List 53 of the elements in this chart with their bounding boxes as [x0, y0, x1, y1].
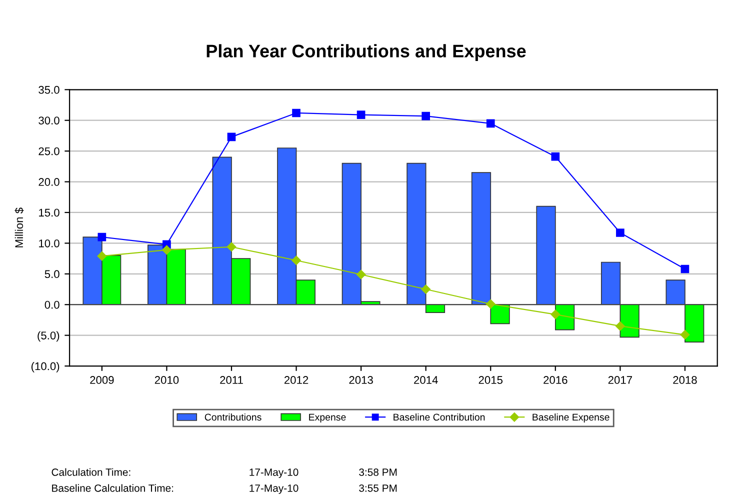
y-tick-label: 10.0: [39, 239, 60, 248]
point: [486, 299, 496, 309]
y-tick-label: (10.0): [31, 362, 60, 372]
y-tick-label: 30.0: [38, 116, 60, 124]
point: [356, 110, 366, 119]
x-tick-label: 2017: [608, 376, 632, 384]
y-tick-label: 15.0: [39, 208, 60, 217]
x-tick-label: 2015: [478, 376, 503, 384]
text: Calculation Time:: [52, 468, 130, 476]
y-tick-label: 5.0: [44, 270, 60, 278]
chart-title: Plan Year Contributions and Expense: [206, 44, 526, 62]
point: [421, 284, 430, 294]
point: [292, 256, 301, 266]
point: [356, 270, 366, 280]
point: [227, 132, 236, 142]
point: [226, 242, 236, 252]
x-tick-label: 2016: [544, 376, 568, 384]
point: [162, 245, 172, 255]
y-axis-title: Million $: [14, 208, 24, 248]
x-tick-label: 2012: [284, 376, 308, 384]
y-tick-label: 25.0: [38, 147, 60, 156]
bar: [471, 172, 492, 306]
x-tick-label: 2009: [90, 376, 114, 384]
point: [422, 112, 430, 120]
point: [680, 330, 690, 340]
text: Baseline Calculation Time:: [52, 484, 174, 492]
x-tick-label: 2014: [414, 376, 438, 384]
point: [98, 232, 106, 242]
point: [97, 251, 107, 261]
x-tick-label: 2010: [154, 376, 179, 384]
point: [616, 321, 625, 331]
bar: [490, 304, 510, 324]
legend-label: Contributions: [204, 413, 262, 421]
y-tick-label: 20.0: [38, 178, 60, 186]
text: 17-May-10: [250, 484, 298, 494]
point: [551, 152, 560, 161]
legend-label: Expense: [309, 414, 346, 423]
x-tick-label: 2013: [349, 376, 373, 384]
x-tick-label: 2011: [220, 376, 243, 384]
point: [550, 310, 560, 320]
y-tick-label: 0.0: [44, 300, 60, 309]
y-tick-label: 35.0: [38, 86, 60, 94]
text: 3:55 PM: [359, 484, 397, 492]
text: 17-May-10: [250, 468, 298, 478]
point: [486, 119, 495, 128]
point: [292, 108, 300, 118]
point: [616, 228, 624, 237]
y-tick-label: (5.0): [38, 331, 60, 342]
x-tick-label: 2018: [673, 376, 697, 384]
legend-label: Baseline Expense: [532, 413, 610, 423]
text: 3:58 PM: [359, 468, 397, 476]
legend-label: Baseline Contribution: [394, 413, 485, 421]
point: [680, 264, 690, 274]
